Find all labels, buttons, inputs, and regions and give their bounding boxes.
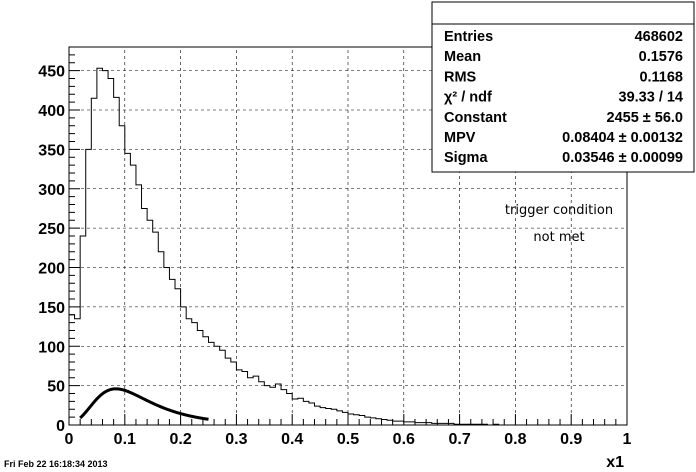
x-tick-label: 0.4 xyxy=(281,431,303,448)
stats-label: Sigma xyxy=(444,150,488,166)
footer-timestamp: Fri Feb 22 16:18:34 2013 xyxy=(4,459,108,469)
x-tick-label: 0.7 xyxy=(448,431,470,448)
stats-label: Constant xyxy=(444,110,507,126)
x-tick-label: 0.1 xyxy=(114,431,136,448)
x-tick-label: 0 xyxy=(65,431,74,448)
y-tick-label: 250 xyxy=(38,221,65,238)
x-axis-ticks xyxy=(68,414,628,425)
y-tick-label: 400 xyxy=(38,103,65,120)
stats-value: 0.1168 xyxy=(639,69,683,85)
annotation-line-1: trigger condition xyxy=(505,203,613,218)
stats-label: RMS xyxy=(444,69,477,85)
y-tick-label: 350 xyxy=(38,142,65,159)
x-tick-label: 0.3 xyxy=(225,431,247,448)
y-axis-tick-labels: 0 50 100 150 200 250 300 350 400 450 xyxy=(38,64,65,435)
stats-box-background xyxy=(431,1,695,173)
y-tick-label: 200 xyxy=(38,261,65,278)
x-axis-label: x1 xyxy=(606,454,624,471)
annotation-line-2: not met xyxy=(533,230,584,245)
stats-label: χ² / ndf xyxy=(444,90,492,106)
y-tick-label: 0 xyxy=(56,418,65,435)
x-axis-tick-labels: 0 0.1 0.2 0.3 0.4 0.5 0.6 0.7 0.8 0.9 1 xyxy=(65,431,632,448)
stats-value: 0.08404 ± 0.00132 xyxy=(562,130,683,146)
stats-value: 0.1576 xyxy=(639,49,683,65)
stats-label: MPV xyxy=(444,130,476,146)
y-tick-label: 100 xyxy=(38,339,65,356)
stats-box: Entries 468602 Mean 0.1576 RMS 0.1168 χ² / ndf… xyxy=(431,1,695,173)
x-tick-label: 0.9 xyxy=(560,431,582,448)
stats-label: Entries xyxy=(444,29,493,45)
stats-value: 39.33 / 14 xyxy=(619,90,684,106)
stats-value: 2455 ± 56.0 xyxy=(607,110,684,126)
x-tick-label: 1 xyxy=(623,431,632,448)
y-tick-label: 300 xyxy=(38,182,65,199)
y-tick-label: 50 xyxy=(47,379,65,396)
x-tick-label: 0.2 xyxy=(169,431,191,448)
y-axis-ticks xyxy=(69,54,80,426)
landau-fit-curve xyxy=(79,387,209,421)
y-tick-label: 450 xyxy=(38,64,65,81)
x-tick-label: 0.5 xyxy=(337,431,359,448)
y-tick-label: 150 xyxy=(38,300,65,317)
histogram-series xyxy=(68,67,627,426)
x-tick-label: 0.6 xyxy=(393,431,415,448)
stats-value: 468602 xyxy=(635,29,683,45)
x-tick-label: 0.8 xyxy=(504,431,526,448)
stats-label: Mean xyxy=(444,49,481,65)
stats-value: 0.03546 ± 0.00099 xyxy=(562,150,683,166)
stats-rows: Entries 468602 Mean 0.1576 RMS 0.1168 χ² / ndf… xyxy=(444,29,683,166)
